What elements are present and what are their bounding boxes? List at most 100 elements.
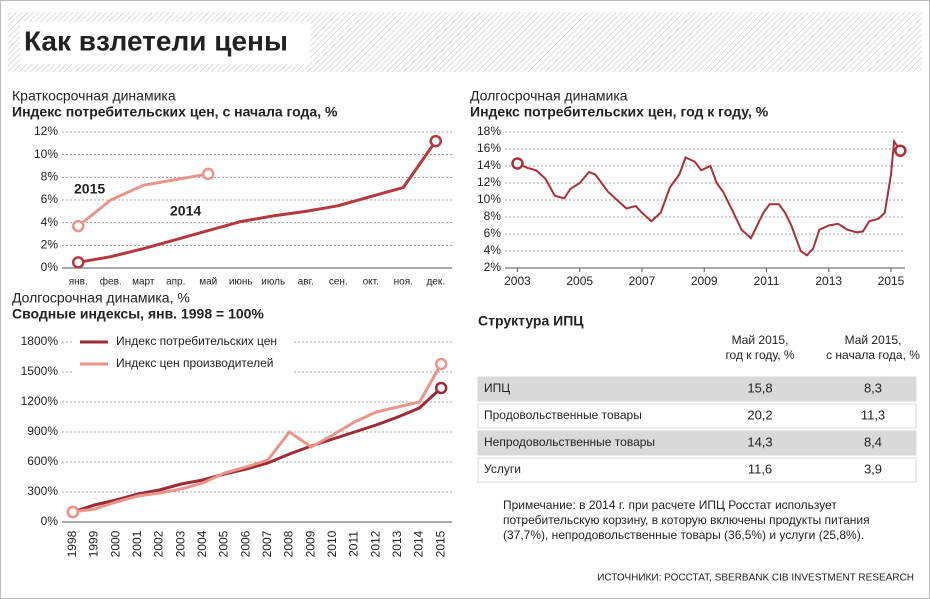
- y-tick-label: 10%: [477, 192, 501, 206]
- x-tick-label: окт.: [363, 277, 379, 288]
- table-value: 8,4: [864, 434, 882, 449]
- end-marker: [894, 144, 907, 157]
- x-tick-label: 2011: [347, 531, 361, 557]
- note-line: потребительскую корзину, в которую включ…: [503, 513, 870, 527]
- x-tick-label: 2012: [368, 530, 382, 557]
- y-tick-label: 900%: [27, 424, 58, 438]
- y-tick-label: 8%: [41, 170, 59, 184]
- table-label: ИПЦ: [484, 381, 510, 395]
- x-tick-label: ноя.: [394, 277, 413, 288]
- legend-bg: [74, 332, 294, 352]
- end-marker: [72, 219, 85, 233]
- chart-title: Долгосрочная динамика, %: [12, 290, 190, 306]
- chart-title: Долгосрочная динамика: [470, 88, 628, 104]
- x-tick-label: дек.: [426, 277, 445, 288]
- table-value: 11,6: [748, 461, 772, 476]
- y-tick-label: 2%: [41, 238, 59, 252]
- x-tick-label: 2001: [130, 530, 144, 557]
- x-tick-label: 2013: [390, 530, 404, 557]
- end-marker: [511, 157, 524, 170]
- chart-subtitle: Индекс потребительских цен, с начала год…: [12, 104, 338, 120]
- y-tick-label: 1200%: [21, 394, 59, 408]
- legend-label: Индекс потребительских цен: [116, 334, 277, 348]
- x-tick-label: 2013: [815, 274, 842, 288]
- table-value: 20,2: [747, 407, 772, 422]
- table-title: Структура ИПЦ: [478, 313, 584, 329]
- series-line: [72, 386, 443, 514]
- sources: ИСТОЧНИКИ: РОССТАТ, SBERBANK CIB INVESTM…: [597, 573, 914, 584]
- x-tick-label: сен.: [329, 277, 348, 288]
- x-tick-label: 2003: [173, 530, 187, 557]
- x-tick-label: авг.: [298, 277, 314, 288]
- y-tick-label: 8%: [484, 209, 502, 223]
- legend-bg: [74, 354, 294, 374]
- series-label: 2014: [170, 203, 201, 219]
- y-tick-label: 1800%: [21, 334, 59, 348]
- table-value: 11,3: [861, 407, 885, 422]
- y-tick-label: 300%: [27, 484, 58, 498]
- x-tick-label: 2009: [303, 530, 317, 557]
- table-label: Услуги: [484, 462, 521, 476]
- y-tick-label: 12%: [34, 124, 58, 138]
- y-tick-label: 1500%: [21, 364, 59, 378]
- x-tick-label: янв.: [69, 277, 88, 288]
- y-tick-label: 6%: [484, 226, 502, 240]
- end-marker: [66, 505, 80, 519]
- y-tick-label: 6%: [41, 192, 59, 206]
- series-line: [77, 140, 437, 264]
- end-marker: [429, 134, 442, 148]
- series-line: [517, 138, 902, 257]
- table-row: [477, 403, 917, 429]
- y-tick-label: 0%: [41, 514, 59, 528]
- end-marker: [434, 381, 448, 395]
- x-tick-label: 1998: [65, 530, 79, 557]
- column-header: с начала года, %: [826, 348, 920, 362]
- x-tick-label: 2015: [433, 530, 447, 557]
- column-header: год к году, %: [725, 348, 794, 362]
- y-tick-label: 0%: [41, 260, 59, 274]
- x-tick-label: 2005: [566, 274, 593, 288]
- x-tick-label: 2007: [260, 530, 274, 557]
- table-value: 3,9: [864, 461, 882, 476]
- x-tick-label: 2003: [504, 274, 531, 288]
- page-title: Как взлетели цены: [24, 25, 288, 56]
- table-value: 8,3: [864, 380, 882, 395]
- end-marker: [434, 357, 448, 371]
- table-label: Непродовольственные товары: [484, 435, 655, 449]
- x-tick-label: 2002: [152, 530, 166, 557]
- x-tick-label: 2011: [754, 274, 780, 288]
- table-label: Продовольственные товары: [484, 408, 642, 422]
- y-tick-label: 2%: [484, 260, 502, 274]
- x-tick-label: 2009: [691, 274, 718, 288]
- series-label: 2015: [74, 181, 105, 197]
- chart-subtitle: Индекс потребительских цен, год к году, …: [470, 104, 769, 120]
- note-line: Примечание: в 2014 г. при расчете ИПЦ Ро…: [503, 498, 837, 512]
- y-tick-label: 14%: [477, 158, 501, 172]
- y-tick-label: 18%: [477, 124, 501, 138]
- x-tick-label: 2007: [629, 274, 656, 288]
- table-value: 14,3: [747, 434, 772, 449]
- x-tick-label: 2000: [108, 530, 122, 557]
- table-value: 15,8: [747, 380, 772, 395]
- x-tick-label: 2006: [238, 530, 252, 557]
- table-row: [477, 376, 917, 402]
- y-tick-label: 12%: [477, 175, 501, 189]
- y-tick-label: 600%: [27, 454, 58, 468]
- table-row: [477, 457, 917, 483]
- note-line: (37,7%), непродовольственные товары (36,…: [503, 528, 864, 542]
- y-tick-label: 4%: [41, 215, 59, 229]
- end-marker: [202, 167, 215, 181]
- x-tick-label: май: [199, 277, 217, 288]
- x-tick-label: 2010: [325, 530, 339, 557]
- y-tick-label: 4%: [484, 243, 502, 257]
- header-bg: [20, 22, 310, 64]
- x-tick-label: март: [132, 277, 155, 288]
- x-tick-label: фев.: [100, 276, 122, 288]
- x-tick-label: апр.: [166, 277, 185, 288]
- y-tick-label: 10%: [34, 147, 58, 161]
- series-line: [77, 172, 209, 228]
- x-tick-label: 2015: [878, 274, 905, 288]
- column-header: Май 2015,: [732, 333, 789, 347]
- x-tick-label: 1999: [87, 530, 101, 557]
